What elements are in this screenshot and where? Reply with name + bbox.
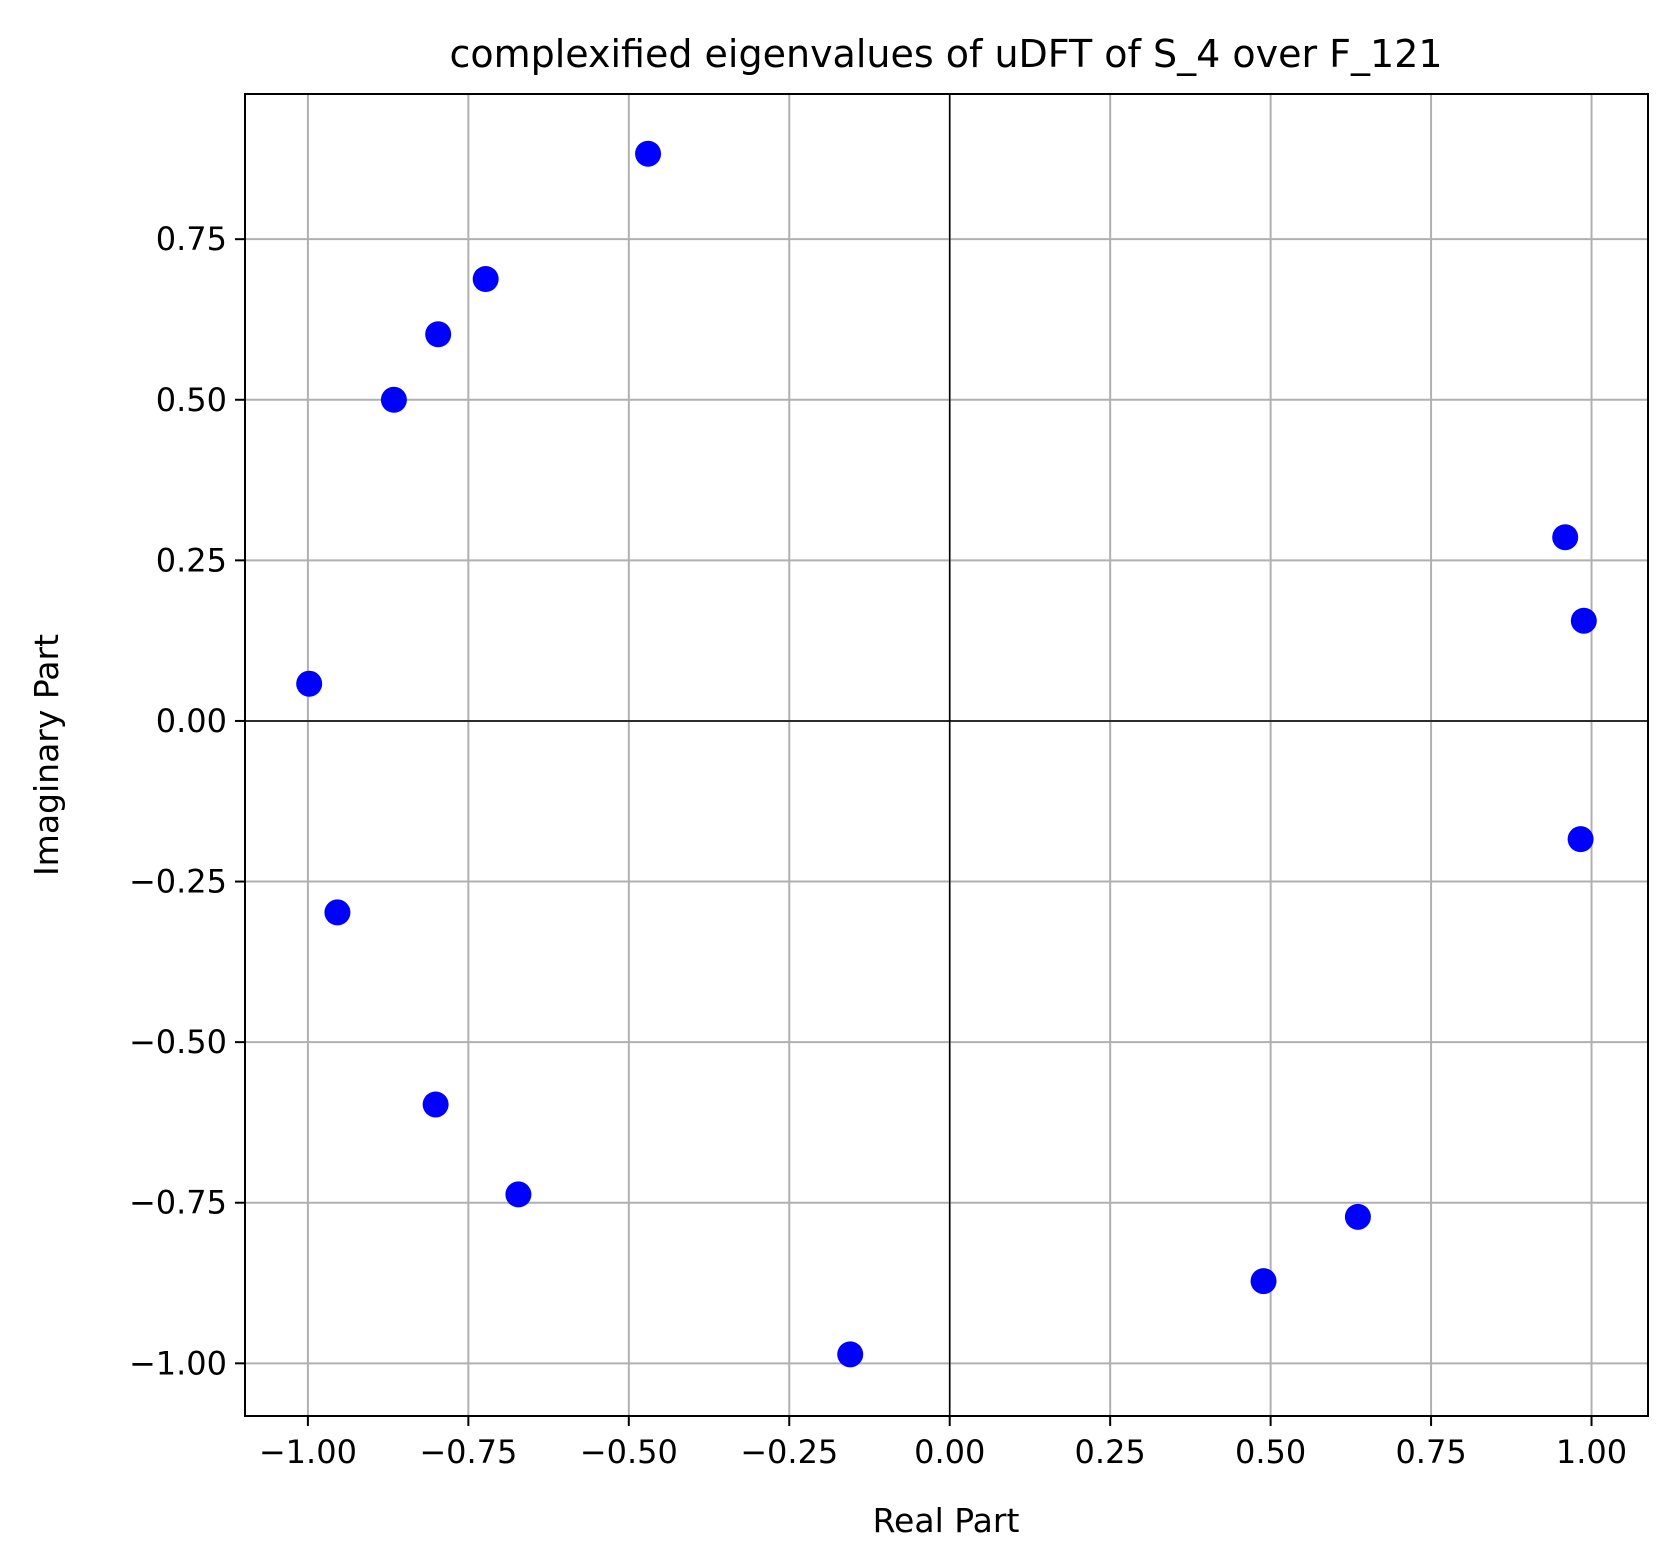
x-tick-label: 0.25 — [1075, 1433, 1146, 1471]
data-point — [324, 899, 351, 926]
x-axis-title: Real Part — [873, 1501, 1020, 1540]
y-axis-ticks: 0.75 0.50 0.25 0.00 −0.25 −0.50 −0.75 −1.00 — [129, 220, 245, 1382]
grid — [245, 94, 1648, 1416]
x-tick-label: 1.00 — [1556, 1433, 1627, 1471]
data-points — [296, 140, 1597, 1368]
data-point — [1567, 826, 1594, 853]
y-tick-label: 0.75 — [156, 220, 227, 258]
x-axis-ticks: −1.00 −0.75 −0.50 −0.25 0.00 0.25 0.50 0.75 1.00 — [259, 1416, 1627, 1471]
data-point — [505, 1181, 532, 1208]
y-tick-label: −0.75 — [129, 1184, 227, 1222]
x-tick-label: 0.50 — [1235, 1433, 1306, 1471]
chart-title: complexified eigenvalues of uDFT of S_4 … — [449, 32, 1442, 76]
y-tick-label: −1.00 — [129, 1344, 227, 1382]
data-point — [837, 1341, 864, 1368]
data-point — [422, 1091, 449, 1118]
data-point — [1344, 1203, 1371, 1230]
y-axis-title: Imaginary Part — [27, 634, 66, 876]
data-point — [380, 386, 407, 413]
plot-area — [245, 94, 1648, 1416]
y-tick-label: 0.25 — [156, 541, 227, 579]
data-point — [635, 140, 662, 167]
data-point — [1570, 607, 1597, 634]
x-tick-label: −0.50 — [580, 1433, 678, 1471]
y-tick-label: 0.50 — [156, 381, 227, 419]
data-point — [1552, 524, 1579, 551]
reference-lines — [245, 94, 1648, 1416]
data-point — [1250, 1268, 1277, 1295]
x-tick-label: −0.25 — [740, 1433, 838, 1471]
y-tick-label: −0.50 — [129, 1023, 227, 1061]
x-tick-label: −1.00 — [259, 1433, 357, 1471]
plot-frame — [244, 93, 1649, 1417]
x-tick-label: 0.00 — [914, 1433, 985, 1471]
data-point — [296, 670, 323, 697]
data-point — [425, 321, 452, 348]
x-tick-label: −0.75 — [419, 1433, 517, 1471]
y-tick-label: −0.25 — [129, 863, 227, 901]
x-tick-label: 0.75 — [1395, 1433, 1466, 1471]
y-tick-label: 0.00 — [156, 702, 227, 740]
data-point — [472, 266, 499, 293]
